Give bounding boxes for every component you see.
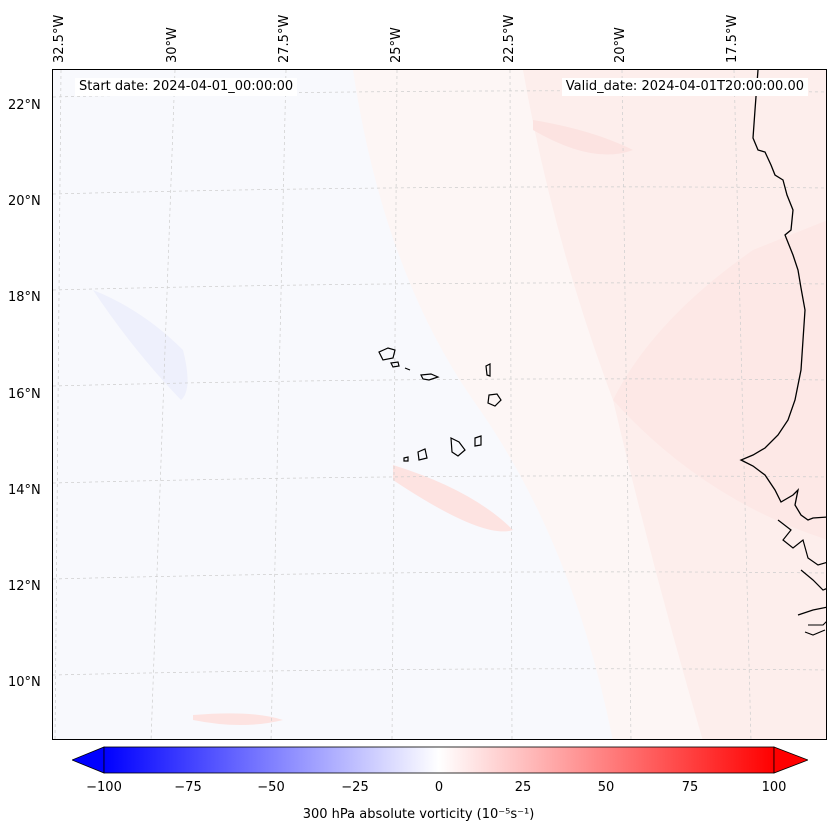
- colorbar-high-extend: [773, 746, 808, 774]
- start-date-label: Start date: 2024-04-01_00:00:00: [75, 78, 298, 96]
- lon-label-22.5w: 22.5°W: [502, 14, 517, 63]
- lon-label-20w: 20°W: [613, 27, 628, 63]
- colorbar-tick: 25: [514, 780, 532, 795]
- colorbar-tick: 50: [597, 780, 615, 795]
- colorbar-tick: 75: [681, 780, 699, 795]
- lat-label-20n: 20°N: [8, 194, 41, 209]
- colorbar-tick: −50: [257, 780, 285, 795]
- coastline: [739, 70, 826, 521]
- lat-label-10n: 10°N: [8, 675, 41, 690]
- lon-label-30w: 30°W: [165, 27, 180, 63]
- cape-verde-islands: [378, 347, 502, 462]
- lon-label-27.5w: 27.5°W: [277, 14, 292, 63]
- colorbar-tick: −75: [174, 780, 202, 795]
- lat-label-12n: 12°N: [8, 579, 41, 594]
- lat-label-18n: 18°N: [8, 290, 41, 305]
- lat-label-22n: 22°N: [8, 98, 41, 113]
- lat-label-14n: 14°N: [8, 483, 41, 498]
- colorbar: [72, 746, 808, 774]
- graticule: [53, 70, 826, 739]
- lat-label-16n: 16°N: [8, 387, 41, 402]
- lon-label-32.5w: 32.5°W: [52, 14, 67, 63]
- colorbar-tick: −100: [86, 780, 122, 795]
- valid-date-label: Valid_date: 2024-04-01T20:00:00.00: [561, 78, 808, 96]
- lon-label-25w: 25°W: [389, 27, 404, 63]
- colorbar-tick: 100: [761, 780, 787, 795]
- colorbar-tick: −25: [341, 780, 369, 795]
- weak-negative-region: [53, 70, 613, 739]
- colorbar-label: 300 hPa absolute vorticity (10⁻⁵s⁻¹): [302, 807, 535, 822]
- colorbar-low-extend: [72, 746, 105, 774]
- colorbar-gradient: [103, 746, 775, 774]
- lon-label-17.5w: 17.5°W: [725, 14, 740, 63]
- map-panel: Start date: 2024-04-01_00:00:00 Valid_da…: [52, 69, 827, 740]
- colorbar-tick: 0: [434, 780, 444, 795]
- vorticity-field: [53, 70, 826, 739]
- positive-streak: [393, 465, 513, 532]
